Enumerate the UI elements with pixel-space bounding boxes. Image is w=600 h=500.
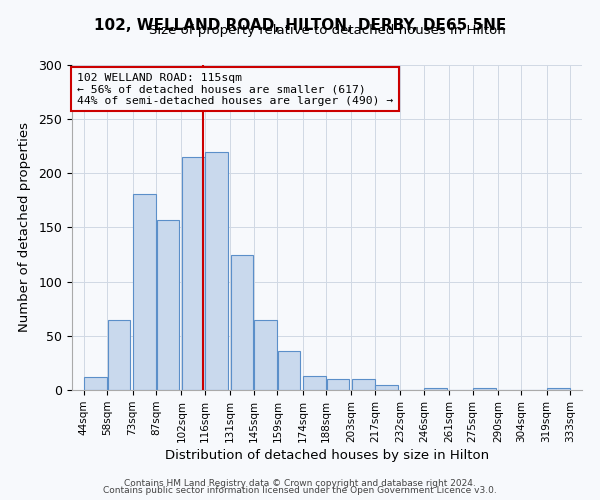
Bar (108, 320, 130, 390)
Bar (205, 152, 228, 390)
Bar (278, 351, 301, 390)
Y-axis label: Number of detached properties: Number of detached properties (19, 122, 31, 332)
X-axis label: Distribution of detached houses by size in Hilton: Distribution of detached houses by size … (165, 449, 489, 462)
Bar (547, 388, 570, 390)
Bar (182, 157, 205, 390)
Bar (326, 379, 349, 390)
Title: Size of property relative to detached houses in Hilton: Size of property relative to detached ho… (149, 24, 505, 38)
Bar (254, 320, 277, 390)
Bar (352, 379, 374, 390)
Bar (157, 220, 179, 390)
Bar (230, 254, 253, 390)
Bar (133, 194, 156, 390)
Text: Contains HM Land Registry data © Crown copyright and database right 2024.: Contains HM Land Registry data © Crown c… (124, 478, 476, 488)
Bar (424, 388, 447, 390)
Bar (303, 376, 326, 390)
Bar (473, 388, 496, 390)
Text: Contains public sector information licensed under the Open Government Licence v3: Contains public sector information licen… (103, 486, 497, 495)
Bar (84, 377, 107, 390)
Text: 102, WELLAND ROAD, HILTON, DERBY, DE65 5NE: 102, WELLAND ROAD, HILTON, DERBY, DE65 5… (94, 18, 506, 32)
Text: 102 WELLAND ROAD: 115sqm
← 56% of detached houses are smaller (617)
44% of semi-: 102 WELLAND ROAD: 115sqm ← 56% of detach… (77, 72, 393, 106)
Bar (376, 384, 398, 390)
